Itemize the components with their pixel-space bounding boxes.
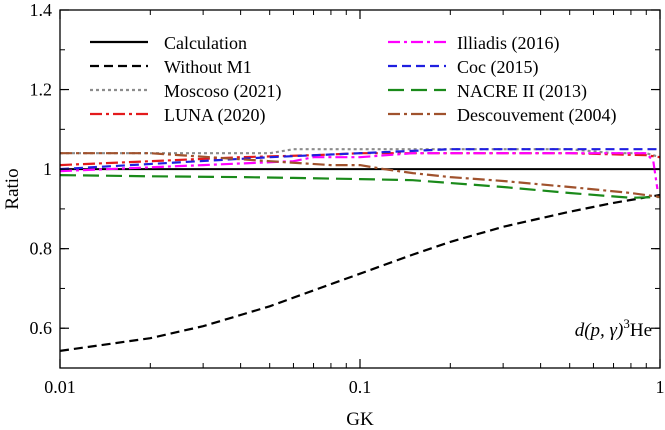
series-line-coc-2015 (60, 148, 660, 171)
legend-label-luna-2020: LUNA (2020) (164, 105, 266, 126)
axis-ticks: 0.01 0.1 1 0.6 0.8 1 1.2 1.4 (30, 0, 665, 397)
series-line-without-m1 (60, 193, 660, 352)
series-line-descouvement-2004 (60, 152, 660, 199)
legend-label-descouvement-2004: Descouvement (2004) (457, 105, 616, 126)
legend: Calculation Without M1 Moscoso (2021) LUNA … (90, 33, 616, 126)
legend-label-illiadis-2016: Illiadis (2016) (457, 33, 559, 54)
legend-label-calculation: Calculation (164, 33, 247, 53)
x-tick-label: 1 (656, 377, 665, 397)
x-axis-title: GK (346, 409, 374, 430)
reaction-superscript: 3 (623, 316, 630, 331)
reaction-nucleus: He (630, 320, 652, 341)
legend-label-coc-2015: Coc (2015) (457, 57, 538, 78)
y-tick-label: 1 (43, 159, 52, 179)
y-tick-label: 0.6 (30, 318, 53, 338)
series-line-nacre-ii-2013 (60, 174, 660, 199)
x-tick-label: 0.01 (44, 377, 76, 397)
y-tick-label: 0.8 (30, 239, 53, 259)
legend-label-moscoso-2021: Moscoso (2021) (164, 81, 282, 102)
series-layer (60, 148, 660, 352)
legend-label-without-m1: Without M1 (164, 57, 252, 77)
reaction-text: d(p, γ) (575, 320, 624, 341)
legend-label-nacre-ii-2013: NACRE II (2013) (457, 81, 587, 102)
y-tick-label: 1.2 (30, 80, 53, 100)
y-axis-title: Ratio (2, 168, 23, 209)
x-tick-label: 0.1 (349, 377, 372, 397)
y-tick-label: 1.4 (30, 0, 53, 20)
reaction-annotation: d(p, γ)3He (575, 316, 652, 341)
